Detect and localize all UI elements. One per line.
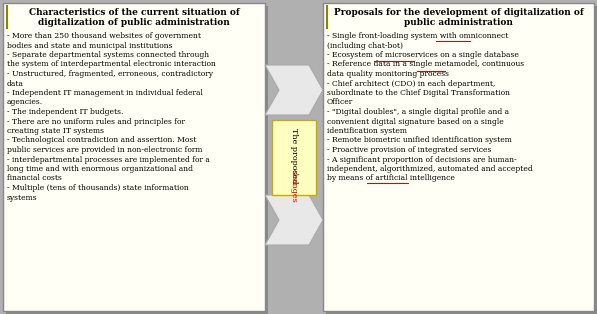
Text: Characteristics of the current situation of
digitalization of public administrat: Characteristics of the current situation… bbox=[29, 8, 239, 27]
FancyBboxPatch shape bbox=[3, 3, 265, 311]
Polygon shape bbox=[265, 65, 323, 115]
Polygon shape bbox=[265, 195, 323, 245]
Text: Proposals for the development of digitalization of
public administration: Proposals for the development of digital… bbox=[334, 8, 583, 27]
Text: - More than 250 thousand websites of government
bodies and state and municipal i: - More than 250 thousand websites of gov… bbox=[7, 32, 216, 202]
FancyBboxPatch shape bbox=[323, 3, 594, 311]
Text: The proposed: The proposed bbox=[290, 128, 298, 187]
FancyBboxPatch shape bbox=[326, 6, 597, 314]
FancyBboxPatch shape bbox=[272, 120, 316, 195]
Text: - Single front-loading system with omniconnect
(including chat-bot)
- Ecosystem : - Single front-loading system with omnic… bbox=[327, 32, 533, 182]
Text: changes: changes bbox=[290, 169, 298, 203]
FancyBboxPatch shape bbox=[6, 6, 268, 314]
